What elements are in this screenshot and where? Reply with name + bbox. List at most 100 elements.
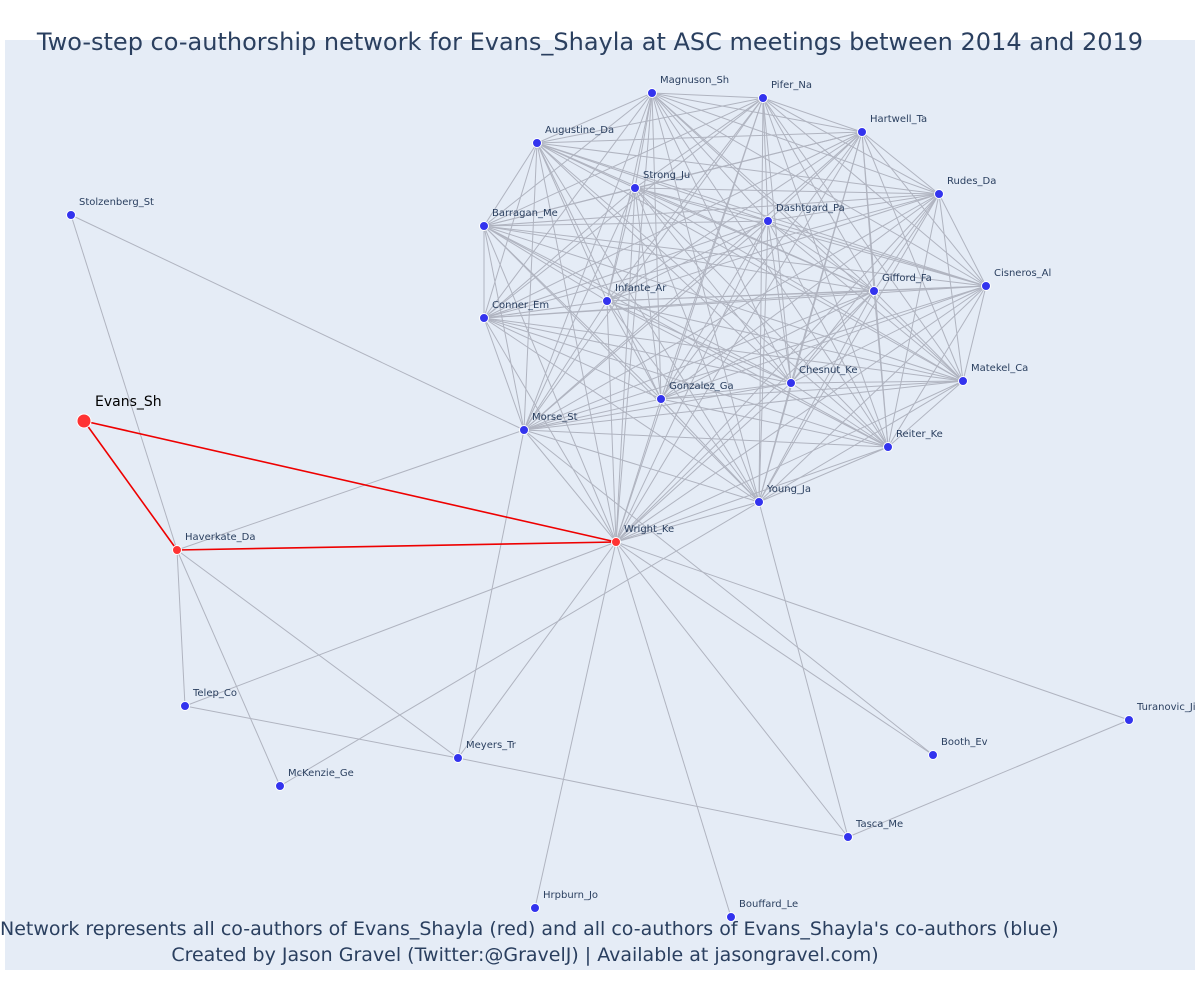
edge	[615, 398, 662, 543]
node-mckenzie-ge[interactable]	[275, 781, 285, 791]
edge	[483, 225, 525, 431]
edge	[767, 131, 863, 222]
edge	[536, 142, 889, 448]
node-label: Barragan_Me	[492, 208, 558, 219]
edge	[483, 193, 940, 227]
edge	[615, 131, 863, 543]
node-hartwell-ta[interactable]	[857, 127, 867, 137]
node-reiter-ke[interactable]	[883, 442, 893, 452]
focal-edge	[83, 420, 178, 551]
edge	[634, 187, 940, 195]
node-pifer-na[interactable]	[758, 93, 768, 103]
node-label: Infante_Ar	[615, 283, 667, 294]
node-infante-ar[interactable]	[602, 296, 612, 306]
edge	[70, 214, 178, 551]
edge	[634, 187, 964, 382]
edge	[523, 187, 636, 431]
node-morse-st[interactable]	[519, 425, 529, 435]
edge	[606, 290, 875, 302]
node-turanovic-ji[interactable]	[1124, 715, 1134, 725]
node-dashtgard-pa[interactable]	[763, 216, 773, 226]
node-matekel-ca[interactable]	[958, 376, 968, 386]
edge	[615, 541, 934, 756]
focal-edges-layer	[83, 420, 617, 551]
edge	[651, 92, 875, 292]
edge	[523, 429, 760, 503]
node-cisneros-al[interactable]	[981, 281, 991, 291]
edge	[767, 220, 875, 292]
node-label: Stolzenberg_St	[79, 197, 154, 208]
edge	[790, 285, 987, 384]
node-telep-co[interactable]	[180, 701, 190, 711]
edge	[615, 220, 769, 543]
node-booth-ev[interactable]	[928, 750, 938, 760]
node-augustine-da[interactable]	[532, 138, 542, 148]
node-label: Telep_Co	[192, 688, 237, 699]
node-stolzenberg-st[interactable]	[66, 210, 76, 220]
edge	[615, 193, 940, 543]
node-gifford-fa[interactable]	[869, 286, 879, 296]
edge	[457, 757, 849, 838]
edge	[790, 380, 964, 384]
node-evans-sh[interactable]	[76, 413, 92, 429]
edge	[651, 92, 863, 133]
edge	[483, 317, 760, 503]
edge	[615, 382, 792, 543]
edge	[861, 131, 940, 195]
edge	[523, 131, 863, 431]
edge	[606, 187, 636, 302]
chart-title: Two-step co-authorship network for Evans…	[36, 28, 1144, 56]
edge	[536, 142, 964, 382]
node-label: Pifer_Na	[771, 80, 812, 91]
edge	[651, 92, 769, 222]
node-magnuson-sh[interactable]	[647, 88, 657, 98]
edge	[634, 97, 764, 189]
edge	[606, 300, 792, 384]
edge	[660, 398, 760, 503]
node-bouffard-le[interactable]	[726, 912, 736, 922]
edge	[634, 187, 875, 292]
node-haverkate-da[interactable]	[172, 545, 182, 555]
edge	[523, 429, 889, 448]
node-label: Young_Ja	[766, 484, 811, 495]
edge	[615, 541, 1130, 721]
edge	[651, 92, 964, 382]
node-chesnut-ke[interactable]	[786, 378, 796, 388]
edge	[523, 429, 617, 543]
node-label: Rudes_Da	[947, 176, 996, 187]
node-wright-ke[interactable]	[611, 537, 621, 547]
edge	[790, 193, 940, 384]
node-rudes-da[interactable]	[934, 189, 944, 199]
node-hrpburn-jo[interactable]	[530, 903, 540, 913]
edge	[660, 285, 987, 400]
edge	[873, 193, 940, 292]
edge	[483, 193, 940, 319]
node-strong-ju[interactable]	[630, 183, 640, 193]
node-tasca-me[interactable]	[843, 832, 853, 842]
edge	[634, 187, 769, 222]
footer-credit: Created by Jason Gravel (Twitter:@Gravel…	[171, 944, 879, 966]
edge	[660, 290, 875, 400]
node-meyers-tr[interactable]	[453, 753, 463, 763]
node-label: Strong_Ju	[643, 170, 690, 181]
edge	[483, 142, 538, 227]
edge	[615, 501, 760, 543]
edge	[523, 290, 875, 431]
edge	[483, 187, 636, 319]
edge	[483, 317, 617, 543]
edge	[536, 142, 940, 195]
focal-edge	[83, 420, 617, 543]
edge	[651, 92, 764, 99]
node-conner-em[interactable]	[479, 313, 489, 323]
node-gonzalez-ga[interactable]	[656, 394, 666, 404]
nodes-layer	[66, 88, 1134, 922]
edge	[483, 317, 662, 400]
edge	[483, 225, 964, 382]
edge	[483, 92, 653, 227]
edge	[790, 382, 889, 448]
node-young-ja[interactable]	[754, 497, 764, 507]
node-label: Tasca_Me	[855, 819, 903, 830]
edge	[767, 220, 889, 448]
node-barragan-me[interactable]	[479, 221, 489, 231]
edge	[483, 317, 792, 384]
